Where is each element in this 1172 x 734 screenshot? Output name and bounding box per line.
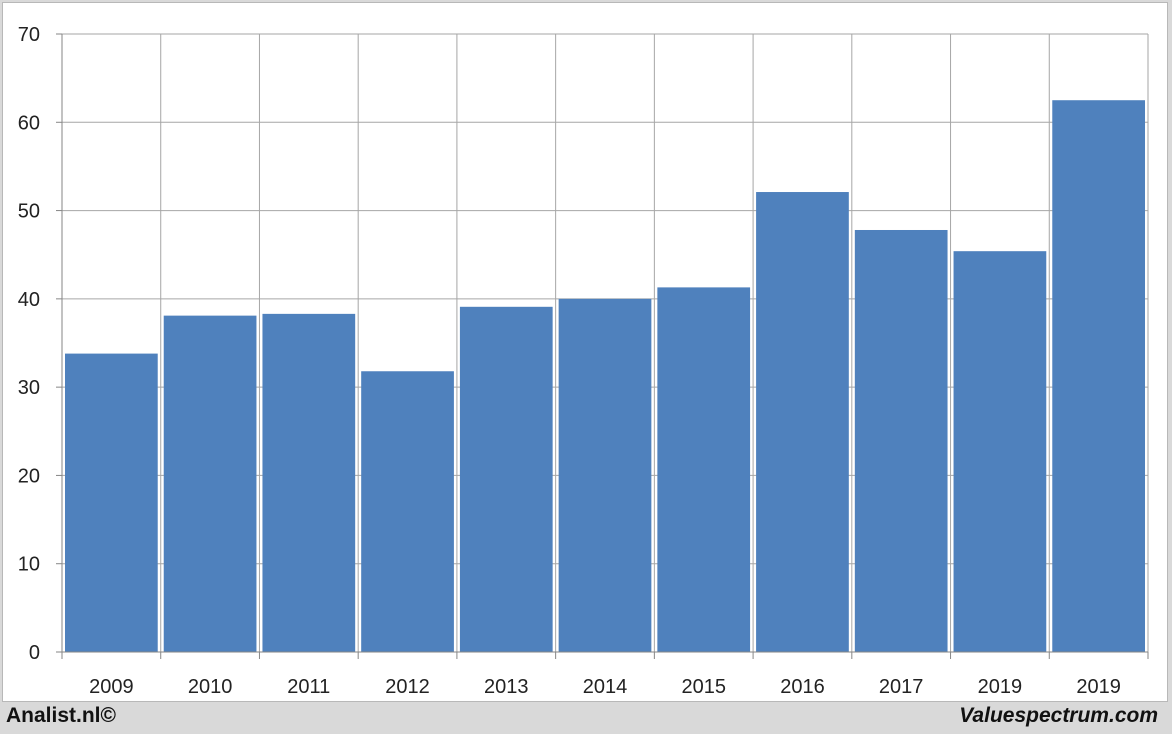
- bars-layer: [65, 100, 1145, 652]
- grid-layer: [62, 33, 1149, 652]
- bar: [1052, 100, 1145, 652]
- y-tick-label: 40: [18, 289, 40, 311]
- y-tick-label: 10: [18, 554, 40, 576]
- y-tick-label: 50: [18, 201, 40, 223]
- bar: [756, 192, 849, 652]
- x-tick-label: 2010: [188, 676, 233, 698]
- chart-frame: 0 10 20 30 40 50 60 70 2009 2010 2011 2012 2013 2014 2…: [2, 2, 1168, 702]
- bar: [163, 315, 257, 652]
- x-tick-label: 2012: [385, 676, 430, 698]
- x-tick-label: 2017: [879, 676, 924, 698]
- x-tick-label: 2013: [484, 676, 529, 698]
- bar: [953, 251, 1047, 652]
- y-tick-label: 0: [29, 642, 40, 664]
- bar: [361, 371, 454, 652]
- x-tick-label: 2019: [1076, 676, 1121, 698]
- bar: [65, 353, 158, 652]
- y-tick-label: 60: [18, 112, 40, 134]
- labels-layer: 0 10 20 30 40 50 60 70 2009 2010 2011 2012 2013 2014 2…: [18, 24, 1121, 698]
- x-tick-label: 2009: [89, 676, 134, 698]
- footer-source-label: Analist.nl©: [6, 704, 116, 727]
- x-tick-label: 2015: [681, 676, 726, 698]
- x-tick-label: 2014: [583, 676, 628, 698]
- footer-site-label: Valuespectrum.com: [959, 704, 1158, 727]
- bar: [558, 298, 652, 652]
- x-tick-label: 2019: [978, 676, 1023, 698]
- bar: [459, 306, 553, 652]
- bar: [657, 287, 751, 652]
- y-tick-label: 70: [18, 24, 40, 46]
- x-tick-label: 2016: [780, 676, 825, 698]
- bar-chart: 0 10 20 30 40 50 60 70 2009 2010 2011 2012 2013 2014 2…: [18, 24, 1149, 698]
- y-tick-label: 20: [18, 465, 40, 487]
- y-tick-label: 30: [18, 377, 40, 399]
- axis-layer: [56, 33, 1149, 659]
- x-tick-label: 2011: [287, 676, 330, 698]
- bar: [262, 313, 356, 652]
- bar: [854, 229, 948, 652]
